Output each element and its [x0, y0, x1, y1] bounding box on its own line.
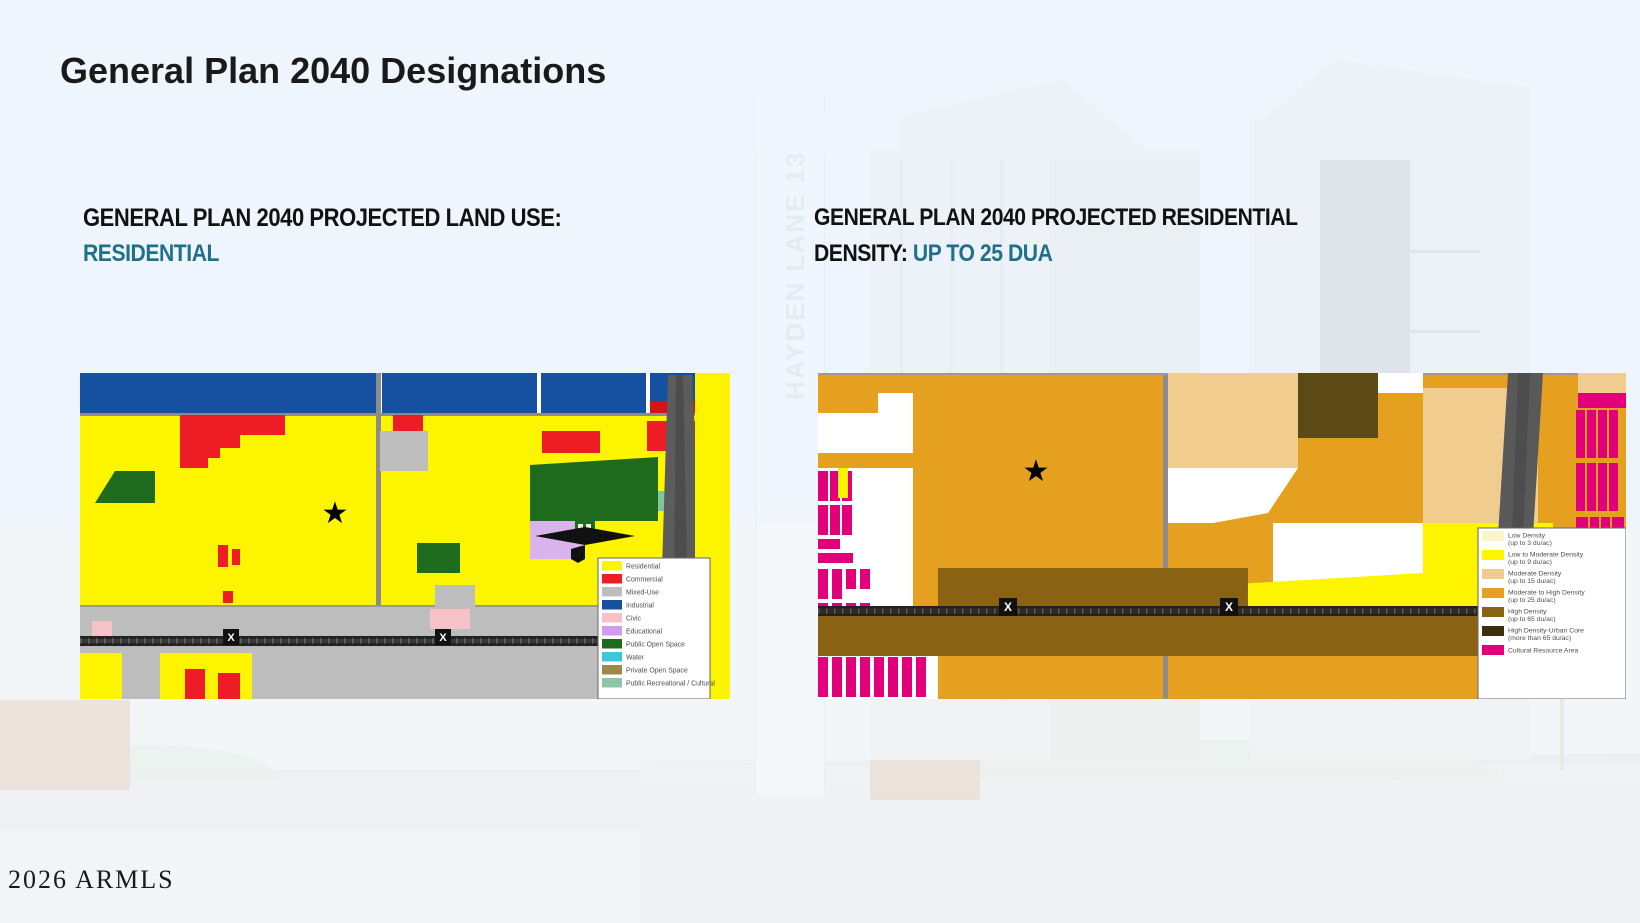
- svg-text:X: X: [1004, 600, 1012, 614]
- svg-text:(up to 25 du/ac): (up to 25 du/ac): [1508, 597, 1556, 604]
- svg-text:Moderate Density: Moderate Density: [1508, 571, 1562, 578]
- svg-text:X: X: [1225, 600, 1233, 614]
- svg-text:(up to 3 du/ac): (up to 3 du/ac): [1508, 540, 1552, 547]
- svg-text:High Density-Urban Core: High Density-Urban Core: [1508, 628, 1584, 635]
- svg-text:Private Open Space: Private Open Space: [626, 668, 688, 675]
- svg-text:Public Open Space: Public Open Space: [626, 642, 685, 649]
- svg-text:Cultural Resource Area: Cultural Resource Area: [1508, 648, 1578, 655]
- svg-text:Water: Water: [626, 655, 645, 662]
- svg-text:High Density: High Density: [1508, 609, 1547, 616]
- svg-text:Low to Moderate Density: Low to Moderate Density: [1508, 552, 1584, 559]
- svg-text:★: ★: [1023, 455, 1050, 488]
- svg-text:★: ★: [322, 497, 349, 530]
- svg-text:(up to 15 du/ac): (up to 15 du/ac): [1508, 578, 1556, 585]
- svg-text:Mixed-Use: Mixed-Use: [626, 590, 659, 597]
- svg-text:Educational: Educational: [626, 629, 662, 636]
- svg-text:X: X: [439, 632, 447, 644]
- svg-text:X: X: [227, 632, 235, 644]
- svg-text:(more than 65 du/ac): (more than 65 du/ac): [1508, 635, 1571, 642]
- svg-text:Commercial: Commercial: [626, 577, 663, 584]
- svg-text:Moderate to High Density: Moderate to High Density: [1508, 590, 1585, 597]
- svg-text:Public Recreational / Cultural: Public Recreational / Cultural: [626, 681, 715, 688]
- svg-text:Low Density: Low Density: [1508, 533, 1546, 540]
- svg-text:Industrial: Industrial: [626, 603, 654, 610]
- svg-text:Residential: Residential: [626, 564, 661, 571]
- svg-text:(up to 65 du/ac): (up to 65 du/ac): [1508, 616, 1556, 623]
- svg-text:Civic: Civic: [626, 616, 641, 623]
- svg-text:(up to 9 du/ac): (up to 9 du/ac): [1508, 559, 1552, 566]
